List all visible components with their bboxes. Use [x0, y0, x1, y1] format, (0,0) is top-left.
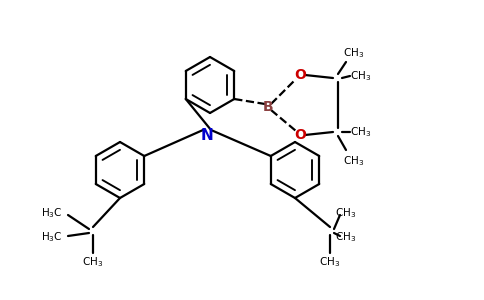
Text: N: N [201, 128, 213, 142]
Text: H$_3$C: H$_3$C [42, 230, 63, 244]
Text: CH$_3$: CH$_3$ [335, 230, 356, 244]
Text: CH$_3$: CH$_3$ [350, 125, 371, 139]
Text: B: B [263, 100, 273, 114]
Text: CH$_3$: CH$_3$ [319, 255, 341, 269]
Text: CH$_3$: CH$_3$ [343, 154, 364, 168]
Text: CH$_3$: CH$_3$ [335, 206, 356, 220]
Text: CH$_3$: CH$_3$ [82, 255, 104, 269]
Text: H$_3$C: H$_3$C [42, 206, 63, 220]
Text: CH$_3$: CH$_3$ [343, 46, 364, 60]
Text: O: O [294, 128, 306, 142]
Text: O: O [294, 68, 306, 82]
Text: CH$_3$: CH$_3$ [350, 69, 371, 83]
